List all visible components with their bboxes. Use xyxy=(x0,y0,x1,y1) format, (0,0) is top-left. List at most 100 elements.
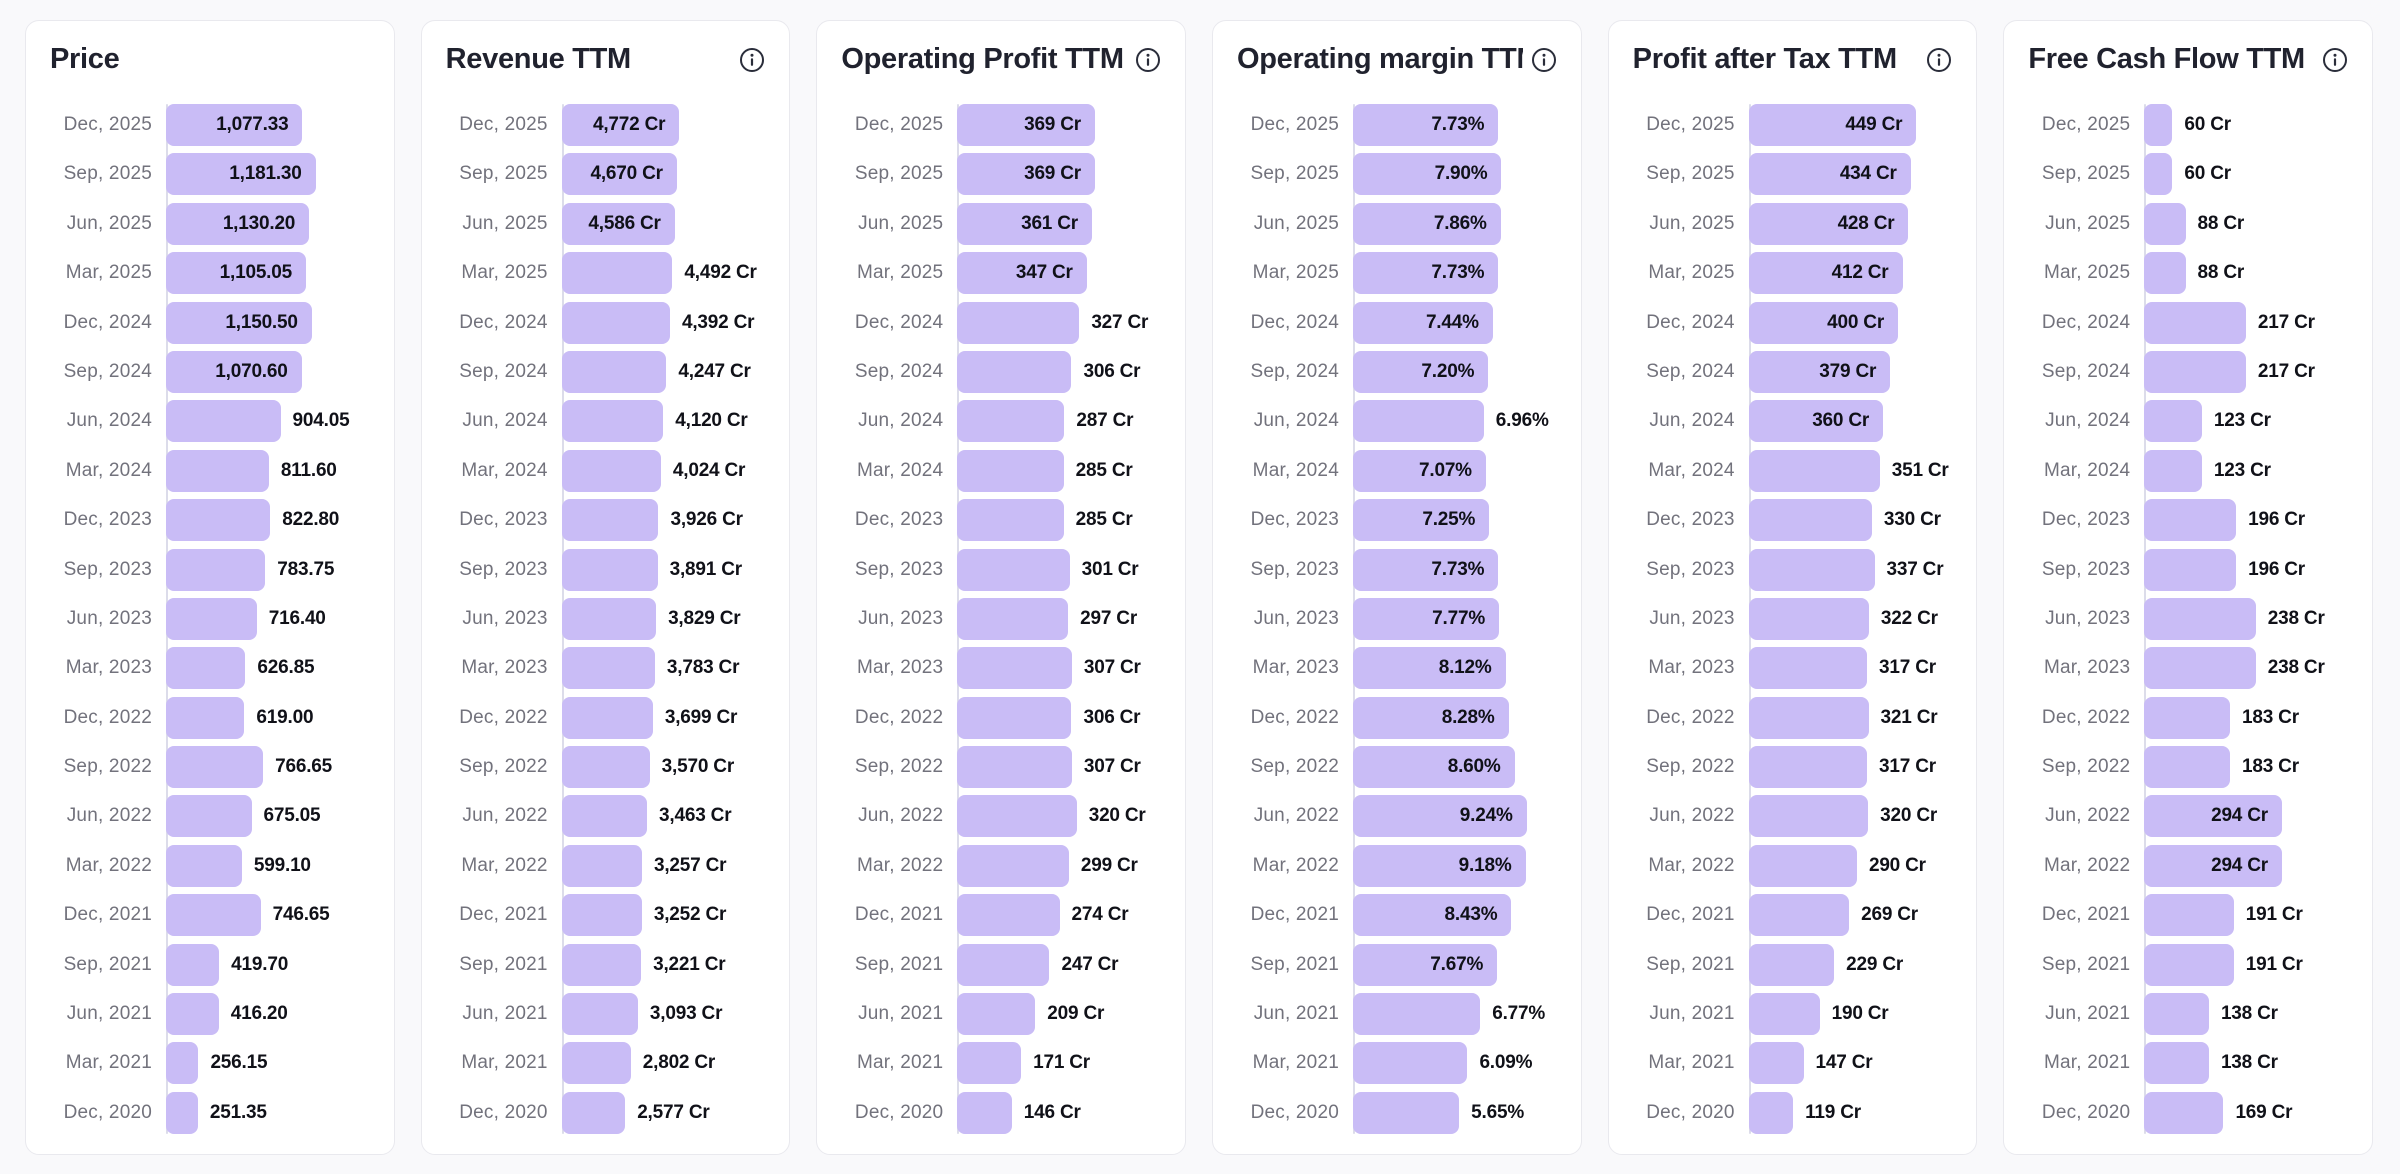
bar-track: 3,783 Cr xyxy=(561,647,774,690)
value-label: 3,783 Cr xyxy=(666,657,740,679)
bar xyxy=(2144,696,2230,739)
bar-track: 317 Cr xyxy=(1748,647,1961,690)
bar-row: Mar, 2022 9.18% xyxy=(1229,844,1565,887)
bar xyxy=(561,449,661,492)
bar-row: Jun, 2024 904.05 xyxy=(42,400,378,443)
date-label: Jun, 2022 xyxy=(1649,805,1735,827)
info-icon[interactable] xyxy=(1926,47,1952,73)
value-label: 9.24% xyxy=(1459,805,1513,827)
bar: 434 Cr xyxy=(1748,153,1911,196)
value-label: 317 Cr xyxy=(1879,756,1936,778)
value-label: 1,150.50 xyxy=(225,311,298,333)
date-label: Dec, 2020 xyxy=(1250,1101,1339,1123)
info-icon[interactable] xyxy=(739,47,765,73)
bar-track: 360 Cr xyxy=(1748,400,1961,443)
bar-row: Dec, 2021 3,252 Cr xyxy=(438,894,774,937)
date-label: Mar, 2021 xyxy=(857,1052,944,1074)
bar xyxy=(2144,499,2237,542)
bar-row: Mar, 2023 626.85 xyxy=(42,647,378,690)
date-label: Dec, 2024 xyxy=(1646,311,1735,333)
bar-row: Dec, 2022 8.28% xyxy=(1229,696,1565,739)
bar xyxy=(2144,202,2186,245)
bar-track: 3,926 Cr xyxy=(561,499,774,542)
bar-row: Dec, 2023 196 Cr xyxy=(2020,499,2356,542)
info-icon[interactable] xyxy=(1531,47,1557,73)
value-label: 419.70 xyxy=(231,953,289,975)
bar xyxy=(2144,449,2202,492)
bar xyxy=(2144,301,2246,344)
bar xyxy=(166,746,264,789)
date-label: Sep, 2021 xyxy=(63,953,152,975)
bar-track: 320 Cr xyxy=(957,795,1169,838)
value-label: 306 Cr xyxy=(1083,706,1141,728)
info-icon[interactable] xyxy=(1135,47,1161,73)
bar-row: Sep, 2022 317 Cr xyxy=(1625,746,1961,789)
bar-row: Jun, 2025 361 Cr xyxy=(833,202,1169,245)
bar-row: Jun, 2024 287 Cr xyxy=(833,400,1169,443)
bar-row: Sep, 2022 183 Cr xyxy=(2020,746,2356,789)
bar-track: 169 Cr xyxy=(2144,1091,2356,1134)
date-label: Mar, 2021 xyxy=(65,1052,152,1074)
bar: 7.77% xyxy=(1352,597,1500,640)
value-label: 299 Cr xyxy=(1080,854,1138,876)
date-label: Dec, 2024 xyxy=(2041,311,2131,333)
bar-track: 147 Cr xyxy=(1748,1042,1961,1085)
bar: 8.43% xyxy=(1352,894,1512,937)
value-label: 285 Cr xyxy=(1075,459,1133,481)
bar-track: 369 Cr xyxy=(957,104,1169,146)
bar-row: Dec, 2024 217 Cr xyxy=(2020,301,2356,344)
bar-track: 822.80 xyxy=(166,499,378,542)
bar-row: Mar, 2025 7.73% xyxy=(1229,252,1565,295)
bar xyxy=(957,1091,1012,1134)
bar: 8.12% xyxy=(1352,647,1506,690)
date-label: Mar, 2023 xyxy=(461,657,548,679)
date-label: Dec, 2022 xyxy=(2041,706,2131,728)
date-label: Mar, 2021 xyxy=(1648,1052,1735,1074)
bar-track: 307 Cr xyxy=(957,647,1169,690)
value-label: 7.07% xyxy=(1419,459,1472,481)
value-label: 2,802 Cr xyxy=(642,1052,716,1074)
bar xyxy=(957,449,1064,492)
value-label: 822.80 xyxy=(282,509,340,531)
bar xyxy=(166,1042,199,1085)
bar xyxy=(561,795,648,838)
date-label: Jun, 2021 xyxy=(1649,1003,1735,1025)
date-label: Sep, 2025 xyxy=(1250,163,1339,185)
value-label: 238 Cr xyxy=(2267,607,2325,629)
bar-row: Mar, 2024 285 Cr xyxy=(833,449,1169,492)
value-label: 301 Cr xyxy=(1081,558,1139,580)
bar xyxy=(2144,894,2234,937)
value-label: 7.20% xyxy=(1421,360,1475,382)
bar-track: 60 Cr xyxy=(2144,153,2356,196)
bar-row: Jun, 2022 294 Cr xyxy=(2020,795,2356,838)
value-label: 360 Cr xyxy=(1812,410,1870,432)
value-label: 4,247 Cr xyxy=(678,360,751,382)
value-label: 7.73% xyxy=(1431,558,1485,580)
bar-row: Sep, 2025 7.90% xyxy=(1229,153,1565,196)
bar-track: 327 Cr xyxy=(957,301,1169,344)
bar-row: Dec, 2023 7.25% xyxy=(1229,499,1565,542)
date-label: Dec, 2021 xyxy=(2041,904,2131,926)
bar-track: 400 Cr xyxy=(1748,301,1961,344)
bar-row: Dec, 2024 7.44% xyxy=(1229,301,1565,344)
bar-row: Mar, 2025 88 Cr xyxy=(2020,252,2356,295)
bar-track: 251.35 xyxy=(166,1091,378,1134)
bar-track: 196 Cr xyxy=(2144,499,2356,542)
value-label: 619.00 xyxy=(256,706,314,728)
date-label: Mar, 2023 xyxy=(65,657,152,679)
date-label: Jun, 2022 xyxy=(1253,805,1339,827)
date-label: Dec, 2022 xyxy=(854,706,944,728)
bar-track: 3,699 Cr xyxy=(561,696,774,739)
bar-track: 171 Cr xyxy=(957,1042,1169,1085)
bar-track: 3,829 Cr xyxy=(561,597,774,640)
bar xyxy=(166,894,261,937)
info-icon[interactable] xyxy=(2322,47,2348,73)
value-label: 294 Cr xyxy=(2211,805,2268,827)
bar xyxy=(561,844,642,887)
bar-track: 3,570 Cr xyxy=(561,746,774,789)
bar xyxy=(166,696,245,739)
bar-track: 7.73% xyxy=(1352,104,1565,146)
bar-row: Dec, 2025 1,077.33 xyxy=(42,104,378,146)
bar xyxy=(561,301,670,344)
bar-track: 322 Cr xyxy=(1748,597,1961,640)
